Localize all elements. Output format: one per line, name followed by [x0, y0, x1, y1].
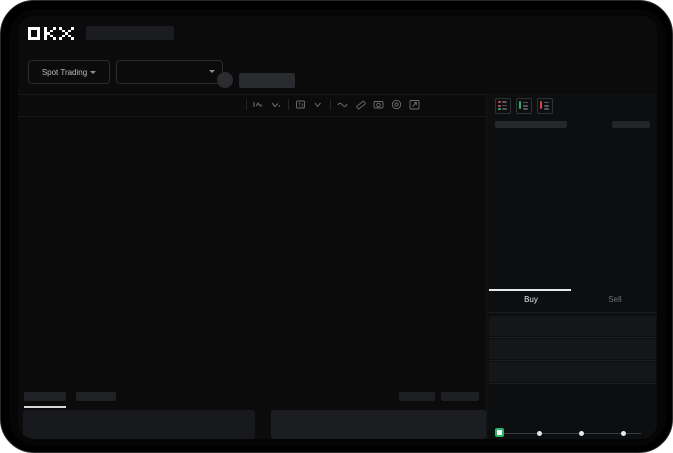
active-tab-underline — [24, 406, 66, 408]
orderbook-header-right — [612, 121, 650, 128]
toolbar-divider — [330, 99, 331, 110]
orders-tab-1[interactable] — [76, 392, 116, 401]
price-chart-area[interactable] — [18, 116, 486, 386]
slider-mark-75[interactable] — [621, 430, 626, 436]
order-field-2[interactable] — [489, 362, 656, 382]
nav-search-placeholder[interactable] — [86, 26, 174, 40]
form-divider — [489, 383, 656, 384]
measure-icon[interactable] — [354, 98, 367, 111]
app-screen: Spot Trading fx — [18, 16, 657, 439]
candlestick-chart — [18, 116, 486, 386]
order-amount-slider[interactable] — [495, 428, 650, 438]
orders-panel-left — [23, 410, 255, 439]
orderbook-panel: Buy Sell — [486, 94, 657, 439]
trading-mode-label: Spot Trading — [41, 67, 88, 77]
orderbook-both-icon[interactable] — [495, 98, 511, 114]
orderbook-asks-icon[interactable] — [537, 98, 553, 114]
orderbook-header-left — [495, 121, 567, 128]
orders-tab-bar — [18, 386, 486, 408]
wave-icon[interactable] — [336, 98, 349, 111]
slider-handle[interactable] — [495, 428, 504, 437]
orderbook-bids-icon[interactable] — [516, 98, 532, 114]
tab-sell[interactable]: Sell — [608, 295, 622, 304]
orders-action-0[interactable] — [399, 392, 435, 401]
form-divider — [489, 360, 656, 361]
slider-track — [501, 432, 641, 434]
orderbook-view-modes — [495, 98, 553, 114]
compare-icon[interactable] — [312, 98, 325, 111]
svg-text:fx: fx — [298, 103, 304, 109]
buy-sell-tabs: Buy Sell — [487, 290, 657, 313]
camera-icon[interactable] — [372, 98, 385, 111]
slider-mark-50[interactable] — [579, 430, 584, 436]
candlestick-icon[interactable] — [252, 98, 265, 111]
last-price-placeholder — [239, 73, 295, 88]
order-field-1[interactable] — [489, 339, 656, 359]
form-divider — [489, 337, 656, 338]
trading-mode-selector[interactable]: Spot Trading — [28, 60, 110, 84]
orders-action-1[interactable] — [441, 392, 479, 401]
okx-logo[interactable] — [28, 27, 76, 40]
toolbar-divider — [288, 99, 289, 110]
coin-avatar-icon — [217, 72, 233, 88]
top-navigation-bar — [18, 16, 657, 50]
chart-toolbar: fx — [18, 94, 657, 117]
depth-overlay-chart — [418, 116, 486, 351]
tab-buy[interactable]: Buy — [524, 295, 538, 304]
orders-tab-0[interactable] — [24, 392, 66, 401]
orders-panel-right — [271, 410, 486, 439]
order-field-0[interactable] — [489, 316, 656, 336]
toolbar-divider — [246, 99, 247, 110]
chevron-down-icon — [90, 70, 97, 74]
slider-mark-25[interactable] — [537, 430, 542, 436]
chevron-down-icon — [209, 70, 215, 73]
line-chart-icon[interactable] — [270, 98, 283, 111]
fullscreen-icon[interactable] — [408, 98, 421, 111]
market-info-bar: Spot Trading — [18, 50, 657, 95]
trading-pair-selector[interactable] — [116, 60, 223, 84]
settings-icon[interactable] — [390, 98, 403, 111]
indicators-icon[interactable]: fx — [294, 98, 307, 111]
buy-tab-underline — [489, 289, 571, 291]
